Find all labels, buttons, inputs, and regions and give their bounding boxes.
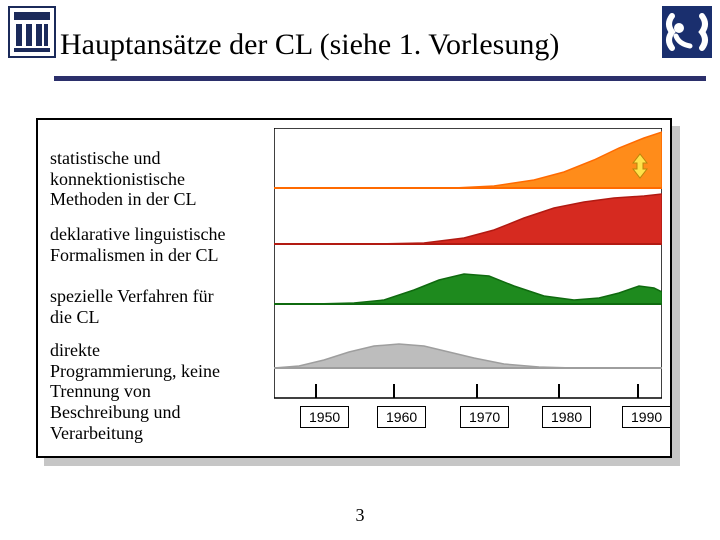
year-label-1970: 1970 [460,406,509,428]
approach-label-1: deklarative linguistischeFormalismen in … [50,224,225,265]
approach-label-0: statistische undkonnektionistischeMethod… [50,148,196,210]
slide-title: Hauptansätze der CL (siehe 1. Vorlesung) [60,28,559,62]
year-label-1980: 1980 [542,406,591,428]
title-rule [54,76,706,81]
university-crest-logo [8,6,56,58]
year-label-1990: 1990 [622,406,671,428]
approach-label-3: direkteProgrammierung, keineTrennung von… [50,340,220,443]
page-number: 3 [0,505,720,526]
institute-logo [662,6,712,58]
timeline-chart: 19501960197019801990 [274,128,662,434]
year-label-1950: 1950 [300,406,349,428]
year-label-1960: 1960 [377,406,426,428]
approach-label-2: spezielle Verfahren fürdie CL [50,286,214,327]
